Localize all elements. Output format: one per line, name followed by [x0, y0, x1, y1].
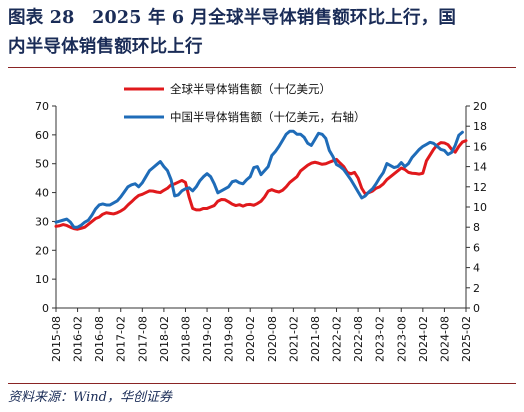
y-tick-label-right: 6	[473, 241, 480, 254]
x-tick-label: 2018-08	[179, 316, 192, 362]
x-tick-label: 2022-02	[331, 316, 344, 362]
legend-label-china: 中国半导体销售额（十亿美元，右轴）	[170, 110, 366, 124]
x-tick-label: 2017-02	[115, 316, 128, 362]
x-tick-label: 2025-02	[460, 316, 473, 362]
x-tick-label: 2022-08	[352, 316, 365, 362]
y-tick-label-left: 20	[35, 244, 49, 257]
y-tick-label-right: 0	[473, 302, 480, 315]
y-tick-label-right: 12	[473, 181, 487, 194]
legend-label-global: 全球半导体销售额（十亿美元）	[170, 82, 331, 96]
series-line-global	[54, 139, 468, 231]
x-tick-label: 2020-02	[244, 316, 257, 362]
x-tick-label: 2021-02	[287, 316, 300, 362]
y-tick-label-left: 30	[35, 215, 49, 228]
x-tick-label: 2024-08	[438, 316, 451, 362]
y-tick-label-left: 60	[35, 129, 49, 142]
y-tick-label-left: 70	[35, 100, 49, 113]
y-tick-label-right: 14	[473, 161, 487, 174]
source-divider	[8, 383, 516, 384]
x-tick-label: 2016-02	[72, 316, 85, 362]
y-tick-label-left: 10	[35, 273, 49, 286]
x-tick-label: 2019-08	[223, 316, 236, 362]
series-line-china	[54, 129, 464, 229]
x-tick-label: 2017-08	[136, 316, 149, 362]
x-tick-label: 2021-08	[309, 316, 322, 362]
source-note: 资料来源：Wind，华创证券	[8, 390, 172, 405]
y-tick-label-right: 2	[473, 282, 480, 295]
x-tick-label: 2024-02	[417, 316, 430, 362]
y-tick-label-left: 40	[35, 187, 49, 200]
x-tick-label: 2016-08	[93, 316, 106, 362]
y-tick-label-left: 0	[42, 302, 49, 315]
y-tick-label-right: 10	[473, 201, 487, 214]
y-tick-label-right: 16	[473, 140, 487, 153]
y-tick-label-right: 4	[473, 262, 480, 275]
x-tick-label: 2023-02	[374, 316, 387, 362]
x-tick-label: 2015-08	[50, 316, 63, 362]
x-tick-label: 2018-02	[158, 316, 171, 362]
y-tick-label-right: 18	[473, 120, 487, 133]
y-tick-label-left: 50	[35, 158, 49, 171]
chart-title-line2: 内半导体销售额环比上行	[8, 37, 203, 57]
chart-title: 图表 28 2025 年 6 月全球半导体销售额环比上行，国 内半导体销售额环比…	[8, 4, 520, 62]
x-tick-label: 2020-08	[266, 316, 279, 362]
y-tick-label-right: 20	[473, 100, 487, 113]
y-tick-label-right: 8	[473, 221, 480, 234]
chart-title-line1: 图表 28 2025 年 6 月全球半导体销售额环比上行，国	[8, 8, 457, 28]
x-tick-label: 2023-08	[395, 316, 408, 362]
x-tick-label: 2019-02	[201, 316, 214, 362]
title-divider	[8, 67, 516, 68]
